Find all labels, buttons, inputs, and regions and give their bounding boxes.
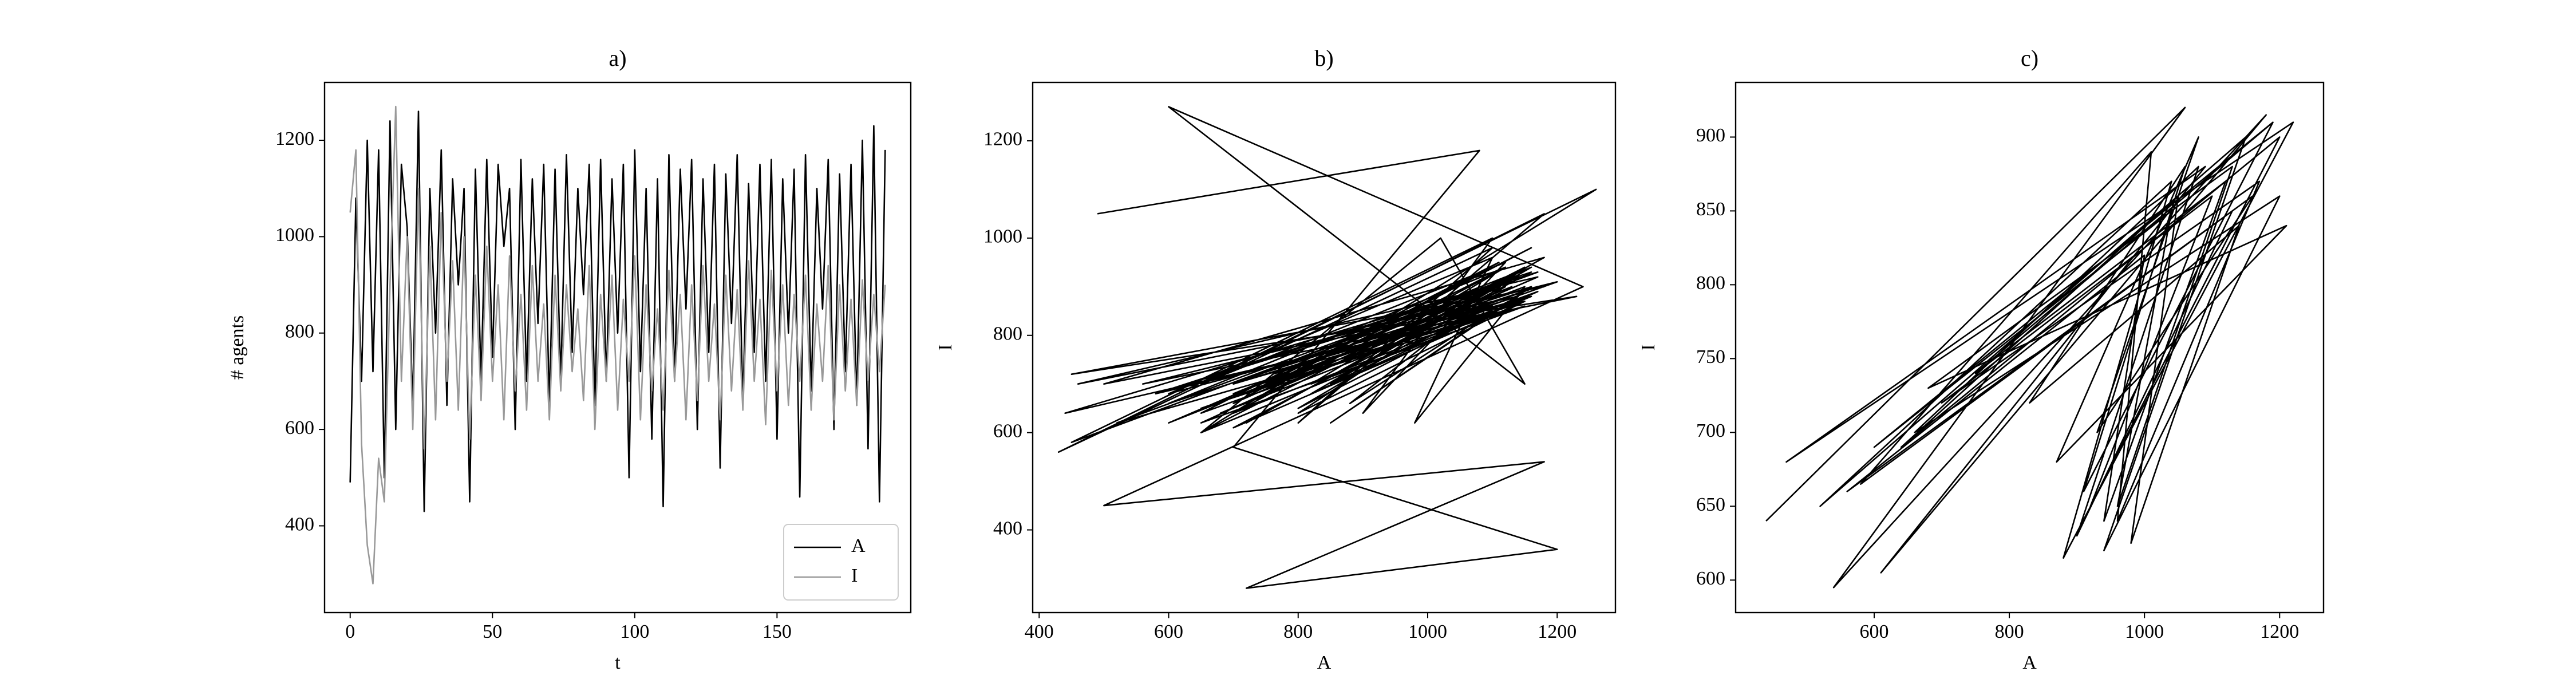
x-tick-label: 400	[1025, 621, 1054, 642]
x-tick-label: 1000	[2125, 621, 2164, 642]
y-axis-label: # agents	[227, 315, 248, 380]
chart-title: b)	[1314, 45, 1333, 71]
y-tick-label: 750	[1696, 346, 1725, 368]
y-tick-label: 1200	[275, 128, 314, 149]
x-axis-label: A	[2022, 652, 2037, 673]
y-tick-label: 650	[1696, 494, 1725, 515]
plot-area	[1765, 106, 2294, 589]
y-tick-label: 1200	[983, 129, 1022, 150]
y-tick-label: 400	[285, 514, 314, 535]
y-tick-label: 900	[1696, 125, 1725, 146]
x-tick-label: 150	[762, 621, 792, 642]
x-axis-label: A	[1317, 652, 1332, 673]
legend-label: A	[851, 535, 866, 556]
y-tick-label: 1000	[275, 224, 314, 246]
x-tick-label: 0	[345, 621, 355, 642]
x-axis-label: t	[615, 652, 621, 673]
y-tick-label: 700	[1696, 420, 1725, 441]
trajectory-line	[1765, 106, 2294, 589]
series-line	[349, 105, 886, 585]
panel: 0 50 100 150 400 600 800 1000 1200 a) t # agents AI	[227, 45, 912, 673]
y-tick-label: 600	[285, 417, 314, 439]
chart-title: a)	[609, 45, 626, 71]
axes-frame	[1735, 81, 2325, 614]
x-tick-label: 1000	[1408, 621, 1447, 642]
legend-box	[783, 524, 899, 601]
y-axis-label: I	[935, 344, 956, 350]
y-tick-label: 850	[1696, 199, 1725, 220]
plot-area	[1057, 106, 1597, 589]
x-tick-label: 800	[1283, 621, 1313, 642]
x-tick-label: 100	[620, 621, 649, 642]
panel: 400 600 800 1000 1200 400 600 800 1000 1200 b) A I	[935, 45, 1617, 673]
panel: 600 800 1000 1200 600 650 700 750 800 850 900 c) A I	[1638, 45, 2325, 673]
y-tick-label: 800	[993, 323, 1022, 345]
y-axis-label: I	[1638, 344, 1659, 350]
y-tick-label: 1000	[983, 226, 1022, 247]
y-tick-label: 800	[285, 321, 314, 342]
axes-frame	[323, 81, 912, 614]
x-tick-label: 800	[1995, 621, 2024, 642]
x-tick-label: 1200	[1538, 621, 1577, 642]
trajectory-line	[1057, 106, 1597, 589]
axes-frame	[1032, 81, 1617, 614]
y-tick-label: 600	[993, 420, 1022, 441]
y-tick-label: 600	[1696, 568, 1725, 589]
x-tick-label: 600	[1154, 621, 1183, 642]
x-tick-label: 1200	[2260, 621, 2299, 642]
chart-title: c)	[2021, 45, 2038, 71]
legend: AI	[783, 524, 899, 601]
series-line	[349, 110, 886, 512]
x-tick-label: 50	[483, 621, 502, 642]
y-tick-label: 800	[1696, 273, 1725, 294]
plot-area	[349, 105, 886, 585]
x-tick-label: 600	[1859, 621, 1888, 642]
y-tick-label: 400	[993, 518, 1022, 539]
legend-label: I	[851, 565, 858, 586]
